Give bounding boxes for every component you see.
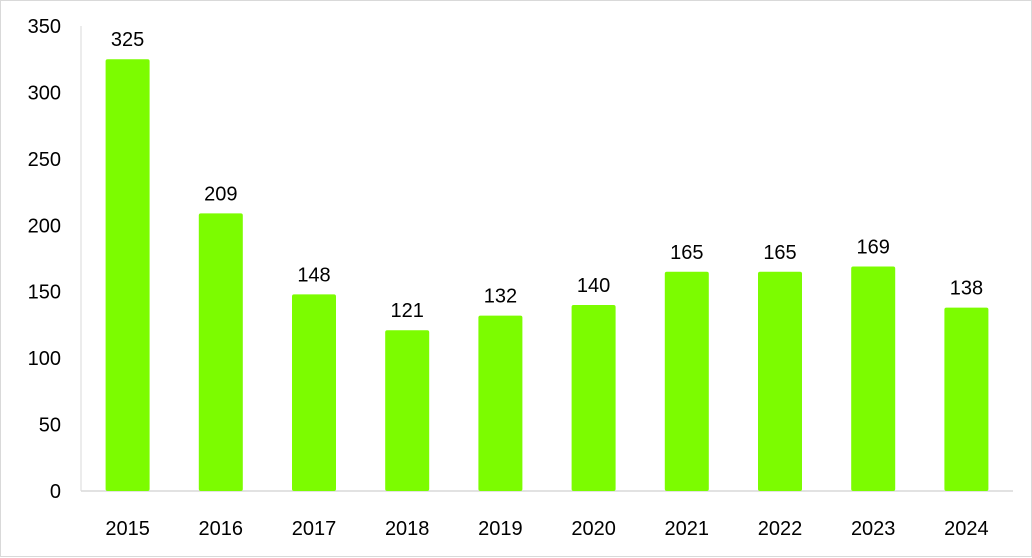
x-tick-label: 2022 bbox=[758, 518, 803, 540]
data-label-2015: 325 bbox=[111, 29, 144, 51]
bar-2024 bbox=[944, 307, 989, 491]
y-tick-label: 250 bbox=[28, 149, 61, 171]
y-tick-label: 0 bbox=[50, 481, 61, 503]
data-labels: 325 209 148 121 132 140 165 165 169 138 bbox=[111, 29, 983, 322]
bar-2016 bbox=[198, 213, 243, 491]
x-tick-label: 2020 bbox=[571, 518, 616, 540]
x-tick-label: 2016 bbox=[199, 518, 244, 540]
y-tick-label: 200 bbox=[28, 215, 61, 237]
data-label-2020: 140 bbox=[577, 275, 610, 297]
data-label-2021: 165 bbox=[670, 242, 703, 264]
data-label-2019: 132 bbox=[484, 286, 517, 308]
x-tick-label: 2023 bbox=[851, 518, 896, 540]
x-axis: 2015 2016 2017 2018 2019 2020 2021 2022 2023 2024 bbox=[81, 490, 1013, 540]
bar-2018 bbox=[385, 330, 430, 491]
bar-2015 bbox=[105, 59, 150, 492]
y-tick-label: 300 bbox=[28, 82, 61, 104]
bar-2023 bbox=[851, 266, 896, 491]
y-tick-label: 100 bbox=[28, 348, 61, 370]
bar-2020 bbox=[571, 305, 616, 491]
bars bbox=[105, 59, 989, 492]
data-label-2022: 165 bbox=[763, 242, 796, 264]
data-label-2016: 209 bbox=[204, 183, 237, 205]
data-label-2024: 138 bbox=[950, 278, 983, 300]
x-tick-label: 2015 bbox=[105, 518, 150, 540]
x-tick-label: 2021 bbox=[665, 518, 710, 540]
y-tick-label: 350 bbox=[28, 16, 61, 38]
x-tick-label: 2019 bbox=[478, 518, 523, 540]
x-tick-label: 2024 bbox=[944, 518, 989, 540]
data-label-2018: 121 bbox=[391, 300, 424, 322]
y-tick-label: 150 bbox=[28, 282, 61, 304]
x-tick-label: 2018 bbox=[385, 518, 430, 540]
bar-2021 bbox=[664, 271, 709, 491]
bar-2022 bbox=[758, 271, 802, 491]
bar-2017 bbox=[292, 294, 336, 491]
x-tick-label: 2017 bbox=[292, 518, 337, 540]
data-label-2023: 169 bbox=[857, 236, 890, 258]
y-axis: 0 50 100 150 200 250 300 350 bbox=[28, 16, 82, 503]
y-tick-label: 50 bbox=[39, 415, 61, 437]
data-label-2017: 148 bbox=[297, 264, 330, 286]
bar-2019 bbox=[478, 315, 523, 491]
